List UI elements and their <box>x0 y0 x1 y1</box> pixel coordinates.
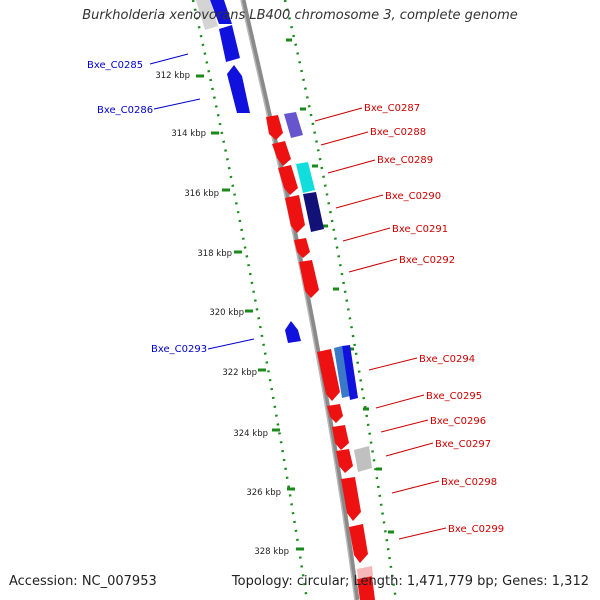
gene-arrow-bxe-c0287[interactable] <box>266 115 283 140</box>
gene-arrow-bxe-c0292[interactable] <box>299 260 319 298</box>
gene-arrow-bxe-c0286[interactable] <box>227 65 250 113</box>
gene-arrow-bxe-c0290[interactable] <box>285 195 305 233</box>
accession-label: Accession: NC_007953 <box>9 574 157 589</box>
gene-name-labels: Bxe_C0285 Bxe_C0286 Bxe_C0287 Bxe_C0288 … <box>87 60 504 535</box>
gene-steelblue-c0294[interactable] <box>334 346 350 398</box>
gene-label-bxe-c0285[interactable]: Bxe_C0285 <box>87 60 143 71</box>
left-ruler-major-ticks <box>196 74 304 551</box>
gene-label-bxe-c0286[interactable]: Bxe_C0286 <box>97 105 153 116</box>
gene-arrow-bxe-c0299[interactable] <box>349 524 368 563</box>
gene-arrow-bxe-c0288[interactable] <box>272 141 291 166</box>
gene-arrow-bxe-c0293[interactable] <box>285 321 301 343</box>
gene-arrow-bxe-c0294[interactable] <box>317 349 340 401</box>
gene-arrow-bxe-c0298[interactable] <box>341 477 361 521</box>
gene-arrow-bxe-c0284[interactable] <box>210 0 232 24</box>
gene-label-bxe-c0291[interactable]: Bxe_C0291 <box>392 224 448 235</box>
gene-label-bxe-c0290[interactable]: Bxe_C0290 <box>385 191 441 202</box>
chromosome-backbone-highlight <box>240 0 356 600</box>
gene-arrow-bxe-c0300[interactable] <box>357 576 375 600</box>
summary-label: Topology: circular; Length: 1,471,779 bp… <box>231 574 589 589</box>
outer-dotted-ruler <box>283 0 398 600</box>
kbp-label-314: 314 kbp <box>171 129 206 139</box>
kbp-label-324: 324 kbp <box>233 429 268 439</box>
kbp-label-320: 320 kbp <box>209 308 244 318</box>
map-title: Burkholderia xenovorans LB400 chromosome… <box>82 8 518 23</box>
gene-leader-lines <box>149 53 447 540</box>
gene-label-bxe-c0287[interactable]: Bxe_C0287 <box>364 103 420 114</box>
gene-arrow-bxe-c0285[interactable] <box>219 25 240 62</box>
gene-label-bxe-c0289[interactable]: Bxe_C0289 <box>377 155 433 166</box>
gene-blue-c0294[interactable] <box>342 345 358 400</box>
kbp-label-326: 326 kbp <box>246 488 281 498</box>
right-ruler-major-ticks <box>286 38 394 534</box>
gene-cyan-c0289[interactable] <box>296 162 315 193</box>
gene-arrow-bxe-c0300-fade <box>357 566 373 579</box>
gene-label-bxe-c0294[interactable]: Bxe_C0294 <box>419 354 475 365</box>
gene-arrow-bxe-c0291[interactable] <box>294 238 310 258</box>
gene-label-bxe-c0299[interactable]: Bxe_C0299 <box>448 524 504 535</box>
gene-grey-feature-top[interactable] <box>196 0 218 30</box>
kbp-label-316: 316 kbp <box>184 189 219 199</box>
chromosome-backbone <box>240 0 360 600</box>
kbp-tick-labels: 312 kbp 314 kbp 316 kbp 318 kbp 320 kbp … <box>155 71 289 557</box>
gene-arrow-bxe-c0289[interactable] <box>278 165 298 195</box>
gene-arrow-bxe-c0296[interactable] <box>332 425 349 450</box>
gene-arrow-bxe-c0295[interactable] <box>327 404 343 423</box>
gene-label-bxe-c0297[interactable]: Bxe_C0297 <box>435 439 491 450</box>
gene-arrow-bxe-c0297[interactable] <box>336 449 353 473</box>
gene-label-bxe-c0288[interactable]: Bxe_C0288 <box>370 127 426 138</box>
kbp-label-312: 312 kbp <box>155 71 190 81</box>
gene-label-bxe-c0298[interactable]: Bxe_C0298 <box>441 477 497 488</box>
kbp-label-318: 318 kbp <box>197 249 232 259</box>
gene-label-bxe-c0292[interactable]: Bxe_C0292 <box>399 255 455 266</box>
kbp-label-328: 328 kbp <box>254 547 289 557</box>
gene-navy-c0290[interactable] <box>303 192 324 232</box>
gene-label-bxe-c0295[interactable]: Bxe_C0295 <box>426 391 482 402</box>
gene-violet-c0287[interactable] <box>284 112 303 138</box>
gene-grey-feature-c0297[interactable] <box>354 446 372 472</box>
gene-label-bxe-c0293[interactable]: Bxe_C0293 <box>151 344 207 355</box>
kbp-label-322: 322 kbp <box>222 368 257 378</box>
inner-dotted-ruler <box>191 0 309 600</box>
gene-label-bxe-c0296[interactable]: Bxe_C0296 <box>430 416 486 427</box>
